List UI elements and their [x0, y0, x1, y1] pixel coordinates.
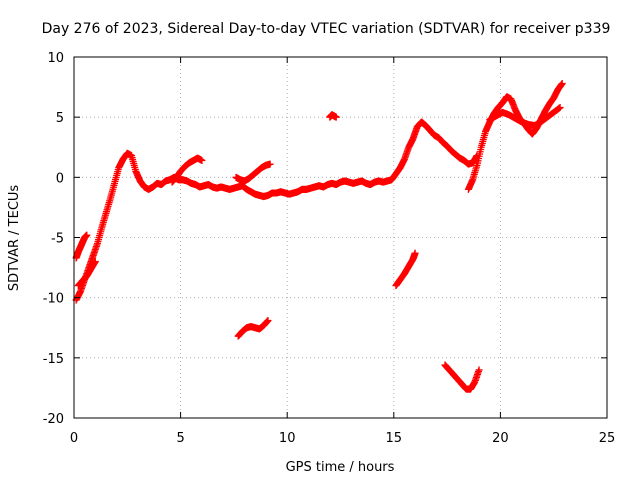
data-point [264, 317, 272, 325]
y-tick-label: -15 [43, 352, 64, 367]
y-tick-label: -10 [43, 292, 64, 307]
y-tick-label: -5 [51, 232, 64, 247]
x-tick-label: 25 [599, 431, 616, 446]
data-point [83, 231, 91, 239]
series-point-12h [326, 111, 340, 121]
series-segment-8-9h [232, 160, 274, 185]
series-early-trace-a [72, 231, 91, 262]
data-point [475, 366, 483, 374]
series-main-trace [72, 118, 481, 304]
y-axis-label: SDTVAR / TECUs [7, 185, 22, 292]
data-point [411, 249, 419, 257]
x-tick-label: 15 [386, 431, 403, 446]
y-tick-label: 0 [56, 171, 64, 186]
x-tick-label: 10 [279, 431, 296, 446]
data-point [266, 160, 274, 168]
chart-title: Day 276 of 2023, Sidereal Day-to-day VTE… [42, 21, 611, 37]
plot-frame [73, 56, 608, 419]
data-point [91, 258, 99, 266]
x-tick-label: 20 [492, 431, 509, 446]
y-tick-label: 5 [56, 111, 64, 126]
series-parallel-band [486, 104, 564, 130]
series-hump-5-6h [168, 154, 206, 186]
x-tick-label: 5 [176, 431, 184, 446]
data-point [558, 79, 566, 87]
data-points [72, 79, 566, 393]
axis-ticks: 0 5 10 15 20 25 -20 -15 -10 -5 0 5 10 [43, 51, 616, 446]
series-early-trace-b [74, 258, 99, 290]
data-point [332, 113, 340, 121]
series-cluster-17-19h [441, 361, 483, 393]
y-tick-label: 10 [47, 51, 64, 66]
data-point [198, 156, 206, 164]
grid [74, 57, 607, 418]
x-axis-label: GPS time / hours [286, 460, 395, 475]
y-tick-label: -20 [43, 412, 64, 427]
data-point [556, 104, 564, 112]
series-late-trace [464, 79, 566, 193]
series-cluster-15-16h [392, 249, 419, 290]
x-tick-label: 0 [70, 431, 78, 446]
series-cluster-8-9h [234, 317, 272, 340]
